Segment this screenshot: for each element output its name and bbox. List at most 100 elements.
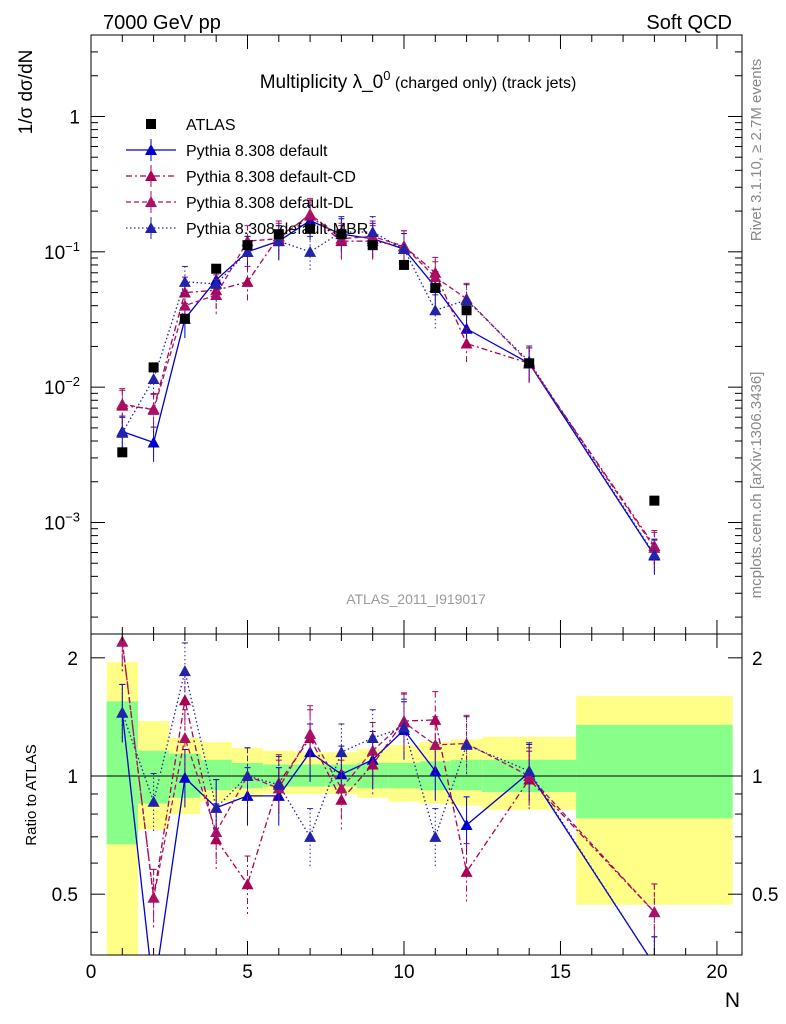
ratio-point-dl <box>178 731 191 743</box>
legend-label-mbr: Pythia 8.308 default-MBR <box>186 221 368 238</box>
ratio-point-dl <box>116 635 129 647</box>
ratio-point-dl <box>304 727 317 739</box>
header-left: 7000 GeV pp <box>103 12 221 34</box>
legend-label-default: Pythia 8.308 default <box>186 143 328 160</box>
x-tick-label: 5 <box>242 962 253 983</box>
main-y-tick-base: 1 <box>69 107 80 128</box>
ratio-point-default <box>460 819 473 831</box>
ratio-point-mbr <box>147 795 160 807</box>
main-y-tick-sup: −2 <box>65 374 80 389</box>
ratio-series-line-default <box>121 712 649 955</box>
analysis-label: ATLAS_2011_I919017 <box>346 591 486 607</box>
ratio-point-mbr <box>178 665 191 677</box>
main-title-text: Multiplicity λ_0 <box>260 72 384 93</box>
ratio-point-default <box>148 987 160 998</box>
x-axis-label: N <box>725 989 740 1012</box>
ratio-point-cd <box>335 793 348 805</box>
main-point-dl <box>304 208 317 220</box>
ratio-point-cd <box>241 878 254 890</box>
header-right: Soft QCD <box>646 12 732 34</box>
ratio-point-dl <box>335 782 348 794</box>
main-point-mbr <box>429 304 442 316</box>
ratio-point-mbr <box>116 706 129 718</box>
main-title: Multiplicity λ_00 (charged only) (track … <box>260 68 577 93</box>
mcplots-label: mcplots.cern.ch [arXiv:1306.3436] <box>748 372 765 599</box>
main-point-atlas <box>461 305 472 316</box>
ratio-point-mbr <box>397 721 410 733</box>
ratio-point-dl <box>147 891 160 903</box>
main-series-line-dl <box>122 213 655 549</box>
ratio-point-default <box>429 764 442 776</box>
ratio-y-tick-label: 1 <box>67 767 78 788</box>
main-y-tick-label: 10−2 <box>44 374 80 399</box>
ratio-series-line-cd <box>121 641 655 913</box>
main-y-tick-label: 10−1 <box>44 239 80 264</box>
main-y-tick-sup: −3 <box>65 509 80 524</box>
ratio-point-mbr <box>272 778 285 790</box>
main-point-atlas <box>367 240 378 251</box>
ratio-point-default <box>178 771 191 783</box>
main-y-tick-label: 1 <box>69 107 80 128</box>
main-point-dl <box>210 288 223 300</box>
main-point-atlas <box>398 259 409 270</box>
legend-label-atlas: ATLAS <box>186 117 236 134</box>
ratio-point-mbr <box>460 738 473 750</box>
ratio-point-cd <box>460 865 473 877</box>
main-point-dl <box>147 403 160 415</box>
main-point-atlas <box>524 358 535 369</box>
main-series-line-default <box>122 219 655 556</box>
main-point-mbr <box>178 275 191 287</box>
ratio-point-mbr <box>304 830 317 842</box>
ratio-band-green <box>576 724 733 819</box>
ratio-point-dl <box>429 738 442 750</box>
main-point-cd <box>460 337 473 349</box>
legend-marker-atlas <box>146 119 156 129</box>
ratio-y-tick-label-right: 1 <box>752 767 763 788</box>
ratio-point-default <box>648 959 660 970</box>
main-ylabel: 1/σ dσ/dN <box>16 50 37 135</box>
main-point-mbr <box>397 242 410 254</box>
main-series-line-cd <box>122 214 655 547</box>
ratio-y-tick-label-right: 0.5 <box>752 885 778 906</box>
main-point-atlas <box>211 263 222 274</box>
main-title-suffix: (charged only) (track jets) <box>390 75 576 92</box>
ratio-point-mbr <box>210 801 223 813</box>
main-point-default <box>147 436 160 448</box>
main-point-atlas <box>148 362 159 373</box>
main-point-atlas <box>649 495 660 506</box>
main-point-mbr <box>147 372 160 384</box>
main-point-mbr <box>366 226 379 238</box>
main-y-tick-base: 10 <box>44 513 65 534</box>
legend-label-cd: Pythia 8.308 default-CD <box>186 169 356 186</box>
main-point-mbr <box>460 294 473 306</box>
ratio-point-mbr <box>241 770 254 782</box>
ratio-series-line-dl <box>121 641 655 913</box>
main-title-sup: 0 <box>383 68 390 83</box>
ratio-y-tick-label: 2 <box>67 649 78 670</box>
main-point-mbr <box>272 235 285 247</box>
main-y-tick-base: 10 <box>44 378 65 399</box>
x-tick-label: 20 <box>706 962 727 983</box>
main-point-mbr <box>210 277 223 289</box>
x-tick-label: 15 <box>550 962 571 983</box>
legend-marker-default <box>145 144 157 155</box>
main-point-atlas <box>336 229 347 240</box>
ratio-point-default <box>304 746 317 758</box>
ratio-panel: 0.5 0.51 12 20 5 10 15 20 <box>52 633 778 998</box>
main-point-dl <box>116 398 129 410</box>
legend-marker-mbr <box>145 222 157 233</box>
legend-label-dl: Pythia 8.308 default-DL <box>186 195 353 212</box>
main-panel: 110−110−210−3 <box>44 34 743 635</box>
ratio-y-tick-label-right: 2 <box>752 649 763 670</box>
main-series-line-mbr <box>121 231 655 555</box>
ratio-point-mbr <box>429 830 442 842</box>
main-point-cd <box>241 275 254 287</box>
x-tick-label: 0 <box>86 962 97 983</box>
ratio-point-dl <box>648 906 661 918</box>
legend: ATLAS Pythia 8.308 default Pythia 8.308 de… <box>126 117 368 239</box>
ratio-ylabel: Ratio to ATLAS <box>23 744 40 845</box>
main-point-atlas <box>117 447 128 458</box>
main-point-atlas <box>179 313 190 324</box>
main-point-atlas <box>273 229 284 240</box>
